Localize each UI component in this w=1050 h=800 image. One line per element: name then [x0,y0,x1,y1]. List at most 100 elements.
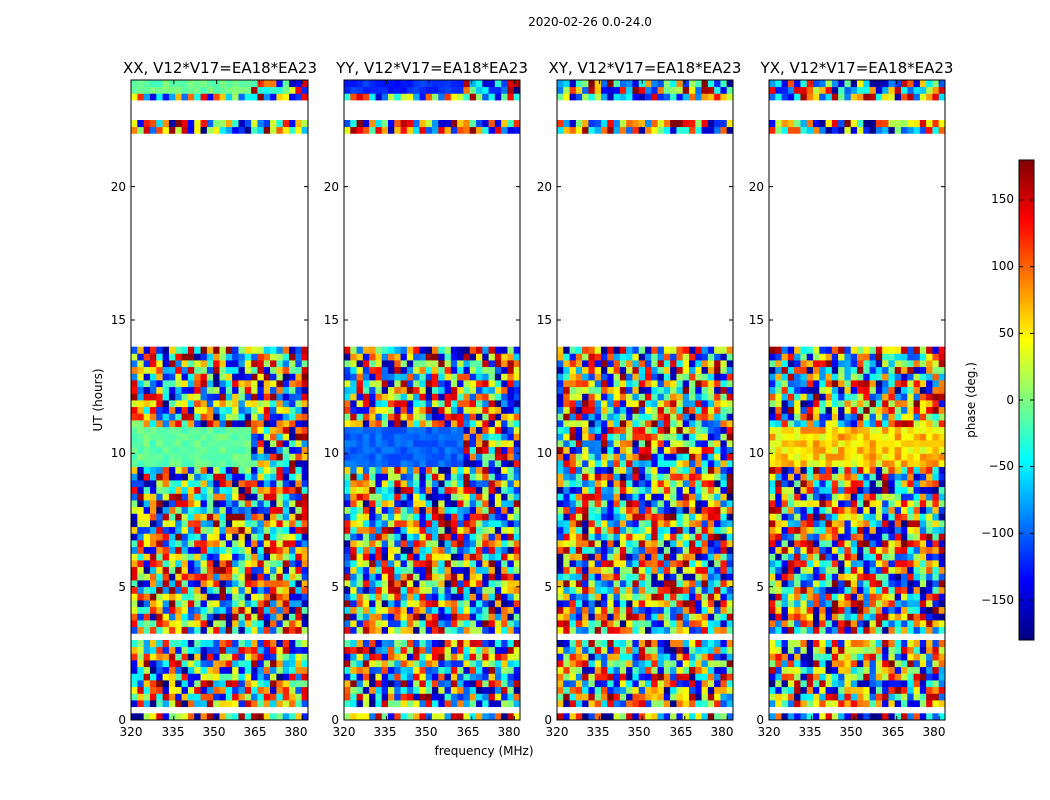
heatmap-cell [289,126,296,134]
heatmap-cell [720,666,728,674]
heatmap-cell [476,393,483,401]
heatmap-cell [362,673,370,681]
heatmap-cell [137,606,145,614]
heatmap-cell [626,686,633,694]
heatmap-cell [394,346,401,354]
heatmap-cell [388,406,395,414]
heatmap-cell [213,480,220,488]
heatmap-cell [213,353,220,361]
heatmap-cell [413,373,420,381]
heatmap-cell [362,646,370,654]
heatmap-cell [588,500,596,508]
heatmap-cell [695,560,702,568]
heatmap-cell [638,626,646,634]
heatmap-cell [200,600,208,608]
heatmap-cell [594,466,602,474]
heatmap-cell [344,486,351,494]
heatmap-cell [388,680,395,688]
heatmap-cell [582,640,589,648]
heatmap-cell [263,433,271,441]
heatmap-cell [194,373,201,381]
heatmap-cell [663,600,671,608]
heatmap-cell [695,533,702,541]
heatmap-cell [419,120,427,128]
heatmap-cell [469,626,477,634]
y-tick-label: 20 [324,180,339,194]
heatmap-cell [251,713,258,720]
heatmap-cell [588,626,596,634]
heatmap-cell [344,613,351,621]
heatmap-cell [206,606,214,614]
heatmap-cell [350,546,357,554]
heatmap-cell [670,586,677,594]
heatmap-cell [463,506,471,514]
heatmap-cell [362,640,370,648]
heatmap-cell [419,473,427,481]
heatmap-cell [149,480,157,488]
heatmap-cell [419,466,427,474]
heatmap-cell [695,360,702,368]
heatmap-cell [344,480,351,488]
heatmap-cell [670,666,677,674]
heatmap-cell [244,626,252,634]
heatmap-cell [432,406,439,414]
heatmap-cell [413,566,420,574]
heatmap-cell [563,673,570,681]
heatmap-cell [295,126,303,134]
heatmap-cell [726,460,733,468]
heatmap-cell [689,460,696,468]
heatmap-cell [619,346,627,354]
heatmap-cell [695,126,702,134]
heatmap-cell [638,386,646,394]
heatmap-cell [638,620,646,628]
heatmap-cell [187,533,195,541]
heatmap-cell [651,566,658,574]
heatmap-cell [569,366,577,374]
heatmap-cell [263,586,271,594]
heatmap-cell [400,440,408,448]
heatmap-cell [569,86,577,94]
heatmap-cell [225,553,233,561]
heatmap-cell [406,440,414,448]
heatmap-cell [695,613,702,621]
heatmap-cell [632,700,640,708]
heatmap-cell [295,560,303,568]
heatmap-cell [200,653,208,661]
heatmap-cell [187,606,195,614]
heatmap-cell [356,380,364,388]
heatmap-cell [175,500,182,508]
heatmap-cell [425,353,433,361]
heatmap-cell [714,693,721,701]
heatmap-cell [651,593,658,601]
heatmap-cell [162,446,170,454]
heatmap-cell [131,626,138,634]
heatmap-cell [282,700,290,708]
panel-title: XY, V12*V17=EA18*EA23 [549,59,742,77]
heatmap-cell [257,520,265,528]
heatmap-cell [232,400,239,408]
heatmap-cell [350,626,357,634]
heatmap-cell [501,686,508,694]
heatmap-cell [482,693,489,701]
heatmap-cell [381,646,389,654]
heatmap-cell [425,533,433,541]
heatmap-cell [588,460,596,468]
heatmap-cell [194,673,201,681]
heatmap-cell [425,426,433,434]
heatmap-cell [257,560,265,568]
heatmap-cell [162,600,170,608]
heatmap-cell [194,713,201,720]
heatmap-cell [507,520,515,528]
heatmap-cell [619,86,627,94]
heatmap-cell [450,360,458,368]
heatmap-cell [563,680,570,688]
heatmap-cell [413,560,420,568]
heatmap-cell [588,700,596,708]
heatmap-cell [457,380,464,388]
heatmap-cell [213,86,220,94]
heatmap-cell [607,466,614,474]
heatmap-cell [607,353,614,361]
heatmap-cell [149,560,157,568]
heatmap-cell [701,460,709,468]
heatmap-cell [301,373,308,381]
